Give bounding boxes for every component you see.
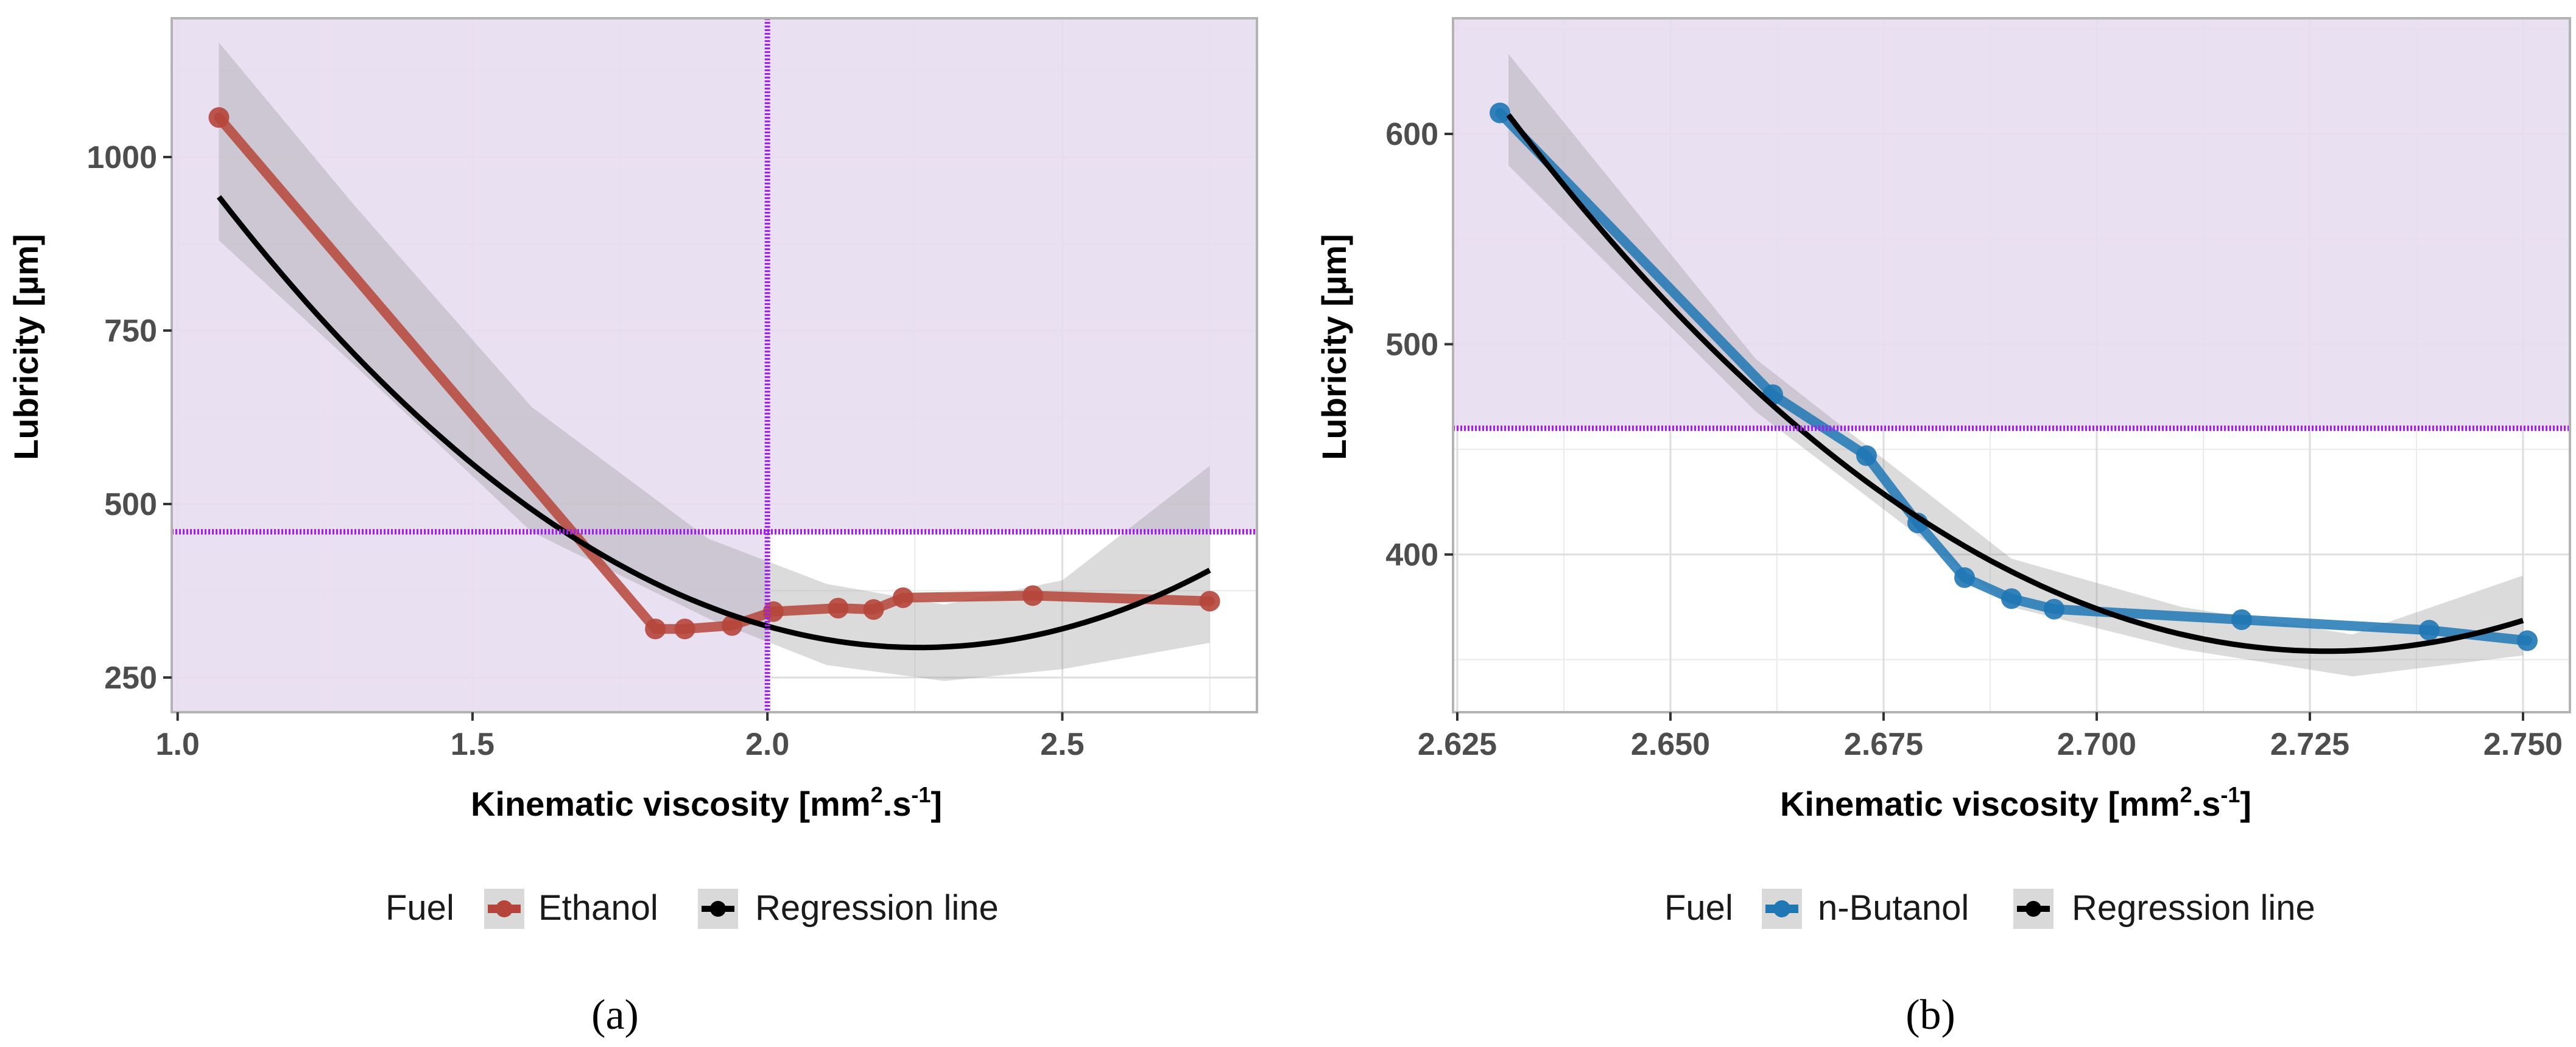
panel-a-plot-border bbox=[171, 17, 1258, 713]
data-point bbox=[1022, 585, 1043, 606]
panel-b-chart: 2.625 2.650 2.675 2.700 2.725 2.750400500600 … bbox=[1315, 17, 2571, 1038]
panel-a-ethanol-series bbox=[208, 107, 1220, 640]
y-tick-label: 750 bbox=[104, 313, 157, 349]
series-line bbox=[214, 113, 1215, 634]
panel-a-legend-title: Fuel bbox=[385, 888, 454, 928]
x-tick-label: 2.625 bbox=[1418, 727, 1497, 762]
data-point bbox=[722, 615, 743, 636]
panel-b-n-butanol-series bbox=[1490, 102, 2538, 651]
x-tick-label: 2.750 bbox=[2483, 727, 2563, 762]
panel-b-limit-region bbox=[1453, 18, 2570, 429]
panel-b-plot-border bbox=[1452, 17, 2571, 713]
data-point bbox=[2517, 630, 2538, 651]
y-tick-label: 400 bbox=[1385, 538, 1438, 573]
limit-region-upper bbox=[767, 18, 1257, 532]
panel-a-legend-key-regression-point bbox=[710, 901, 726, 917]
data-point bbox=[2419, 620, 2440, 641]
x-tick-label: 2.700 bbox=[2057, 727, 2136, 762]
panel-a-limit-region bbox=[172, 18, 768, 712]
y-tick-label: 250 bbox=[104, 660, 157, 696]
panel-b-legend-regression: Regression line bbox=[2072, 888, 2315, 928]
x-tick-label: 1.5 bbox=[451, 727, 494, 762]
data-point bbox=[645, 618, 666, 640]
panel-b-legend-key-butanol-point bbox=[1773, 900, 1790, 917]
data-point bbox=[2044, 598, 2064, 620]
panel-b-legend-key-regression-point bbox=[2025, 901, 2041, 917]
panel-b-legend: Fuel n-Butanol Regression line bbox=[1664, 888, 2315, 929]
x-tick-label: 2.650 bbox=[1631, 727, 1710, 762]
y-tick-label: 500 bbox=[104, 487, 157, 522]
panel-a-confidence-band bbox=[219, 42, 1210, 681]
data-point bbox=[208, 107, 230, 128]
data-point bbox=[1954, 567, 1975, 588]
x-tick-label: 1.0 bbox=[156, 727, 200, 762]
data-point bbox=[674, 618, 695, 640]
x-tick-label: 2.725 bbox=[2270, 727, 2349, 762]
panel-b-legend-n-butanol: n-Butanol bbox=[1818, 888, 1969, 928]
x-tick-label: 2.675 bbox=[1844, 727, 1923, 762]
y-tick-label: 500 bbox=[1385, 327, 1438, 362]
data-point bbox=[1199, 590, 1220, 612]
panel-b-ticks: 2.625 2.650 2.675 2.700 2.725 2.750 400 500 600 bbox=[1385, 117, 2563, 762]
panel-a-x-axis-title: Kinematic viscosity [mm2.s-1] bbox=[471, 782, 942, 823]
panel-a-legend-ethanol: Ethanol bbox=[538, 888, 658, 928]
data-point bbox=[1490, 102, 1510, 124]
x-tick-label: 2.5 bbox=[1040, 727, 1084, 762]
data-point bbox=[2001, 588, 2022, 609]
panel-b-confidence-band bbox=[1508, 54, 2523, 677]
panel-b-y-axis-title: Lubricity [µm] bbox=[1315, 234, 1353, 460]
panel-a-chart: 1.0 1.5 2.0 2.5 250 500 750 1000 Lubricity [µm]… bbox=[7, 17, 1258, 1038]
data-point bbox=[892, 587, 913, 608]
panel-b-x-axis-title: Kinematic viscosity [mm2.s-1] bbox=[1780, 782, 2251, 823]
panel-a-legend-key-ethanol-point bbox=[496, 900, 513, 917]
panel-a-legend: Fuel Ethanol Regression line bbox=[385, 888, 999, 929]
panel-b-legend-title: Fuel bbox=[1664, 888, 1733, 928]
panel-b-caption: (b) bbox=[1906, 992, 1955, 1038]
series-line bbox=[1495, 108, 2532, 646]
panel-a-ticks: 1.0 1.5 2.0 2.5 250 500 750 1000 bbox=[86, 140, 1084, 762]
data-point bbox=[2231, 609, 2252, 630]
panel-a-regression-line bbox=[216, 195, 1211, 651]
x-tick-label: 2.0 bbox=[745, 727, 789, 762]
data-point bbox=[1856, 445, 1877, 466]
y-tick-label: 600 bbox=[1385, 117, 1438, 152]
panel-b-regression-line bbox=[1506, 113, 2524, 654]
y-tick-label: 1000 bbox=[86, 140, 157, 175]
data-point bbox=[828, 598, 849, 618]
data-point bbox=[863, 599, 884, 620]
panel-a-y-axis-title: Lubricity [µm] bbox=[7, 234, 45, 460]
panel-a-legend-regression: Regression line bbox=[755, 888, 999, 928]
panel-a-caption: (a) bbox=[591, 992, 639, 1038]
